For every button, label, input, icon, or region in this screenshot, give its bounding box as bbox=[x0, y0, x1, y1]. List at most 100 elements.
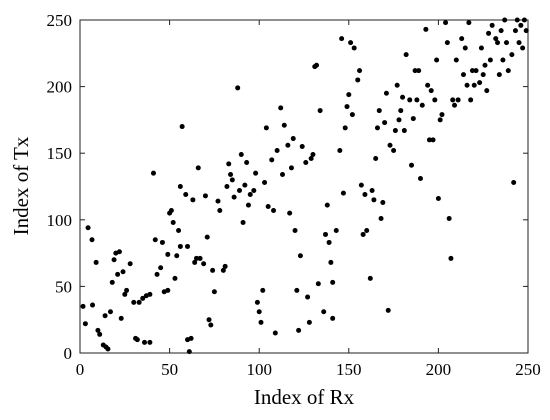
point bbox=[357, 68, 363, 74]
point bbox=[229, 177, 235, 183]
point bbox=[176, 227, 182, 233]
point bbox=[460, 72, 466, 78]
point bbox=[400, 94, 406, 100]
point bbox=[236, 187, 242, 193]
point bbox=[358, 182, 364, 188]
point bbox=[512, 28, 518, 34]
point bbox=[254, 299, 260, 305]
point bbox=[511, 180, 517, 186]
point bbox=[260, 287, 266, 293]
point bbox=[310, 152, 316, 158]
x-tick-label: 0 bbox=[76, 360, 85, 379]
point bbox=[235, 85, 241, 91]
point bbox=[394, 82, 400, 88]
point bbox=[373, 156, 379, 162]
point bbox=[177, 243, 183, 249]
y-tick-label: 150 bbox=[47, 144, 73, 163]
point bbox=[107, 309, 113, 315]
point bbox=[398, 108, 404, 114]
point bbox=[245, 202, 251, 208]
point bbox=[380, 199, 386, 205]
point bbox=[120, 269, 126, 275]
point bbox=[208, 322, 214, 328]
point bbox=[109, 279, 115, 285]
point bbox=[403, 52, 409, 58]
point bbox=[290, 136, 296, 142]
point bbox=[95, 327, 101, 333]
point bbox=[482, 62, 488, 68]
point bbox=[428, 88, 434, 94]
point bbox=[222, 263, 228, 269]
point bbox=[97, 331, 103, 337]
point bbox=[147, 339, 153, 345]
point bbox=[281, 122, 287, 128]
point bbox=[419, 102, 425, 108]
point bbox=[299, 144, 305, 150]
point bbox=[240, 219, 246, 225]
x-tick-label: 200 bbox=[426, 360, 452, 379]
point bbox=[210, 267, 216, 273]
point bbox=[369, 187, 375, 193]
point bbox=[364, 227, 370, 233]
point bbox=[417, 176, 423, 182]
point bbox=[339, 36, 345, 42]
point bbox=[314, 62, 320, 68]
point bbox=[480, 72, 486, 78]
point bbox=[324, 202, 330, 208]
x-tick-label: 100 bbox=[246, 360, 272, 379]
point bbox=[258, 319, 264, 325]
point bbox=[321, 309, 327, 315]
point bbox=[434, 57, 440, 63]
point bbox=[285, 142, 291, 148]
point bbox=[165, 287, 171, 293]
point bbox=[378, 215, 384, 221]
point bbox=[226, 161, 232, 167]
point bbox=[85, 225, 91, 231]
point bbox=[502, 17, 508, 23]
point bbox=[466, 20, 472, 26]
y-tick-label: 0 bbox=[64, 344, 73, 363]
point bbox=[432, 97, 438, 103]
point bbox=[371, 197, 377, 203]
point bbox=[468, 97, 474, 103]
point bbox=[323, 231, 329, 237]
point bbox=[514, 17, 520, 23]
x-tick-label: 250 bbox=[515, 360, 541, 379]
point bbox=[170, 219, 176, 225]
y-tick-label: 50 bbox=[55, 277, 72, 296]
point bbox=[455, 97, 461, 103]
point bbox=[493, 36, 499, 42]
point bbox=[446, 215, 452, 221]
point bbox=[80, 303, 86, 309]
plot-frame bbox=[79, 19, 529, 354]
point bbox=[360, 231, 366, 237]
y-axis-label: Index of Tx bbox=[9, 136, 33, 235]
point bbox=[495, 40, 501, 46]
point bbox=[294, 287, 300, 293]
point bbox=[425, 82, 431, 88]
point bbox=[140, 295, 146, 301]
point bbox=[410, 116, 416, 122]
point bbox=[272, 330, 278, 336]
point bbox=[426, 137, 432, 143]
point bbox=[435, 195, 441, 201]
x-tick-label: 50 bbox=[161, 360, 178, 379]
point bbox=[183, 191, 189, 197]
point bbox=[303, 160, 309, 166]
point bbox=[116, 249, 122, 255]
point bbox=[396, 117, 402, 123]
point bbox=[122, 291, 128, 297]
point bbox=[228, 172, 234, 178]
point bbox=[326, 239, 332, 245]
point bbox=[188, 335, 194, 341]
point bbox=[279, 172, 285, 178]
point bbox=[158, 265, 164, 271]
point bbox=[206, 317, 212, 323]
point bbox=[296, 327, 302, 333]
point bbox=[305, 294, 311, 300]
point bbox=[448, 255, 454, 261]
point bbox=[416, 68, 422, 74]
point bbox=[244, 160, 250, 166]
